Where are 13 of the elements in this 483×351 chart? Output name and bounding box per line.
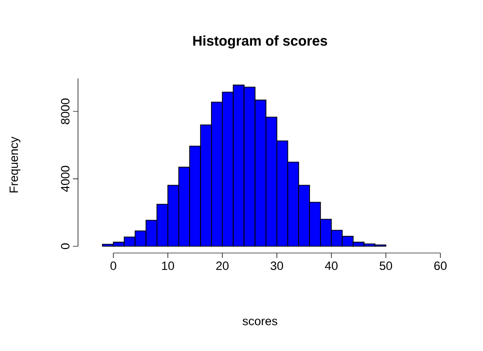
chart-title: Histogram of scores (193, 35, 328, 49)
y-tick-label: 4000 (60, 166, 70, 192)
x-tick-label: 60 (434, 262, 447, 270)
x-tick-label: 20 (216, 262, 229, 270)
y-axis-title: Frequency (10, 136, 20, 192)
x-tick-label: 10 (162, 262, 174, 270)
x-tick-label: 30 (270, 262, 284, 270)
x-axis-title: scores (242, 318, 278, 326)
x-tick-label: 40 (324, 262, 338, 270)
y-tick-label: 0 (60, 243, 70, 250)
x-tick-label: 0 (110, 262, 116, 270)
y-tick-label: 8000 (60, 98, 70, 124)
x-tick-label: 50 (380, 262, 392, 270)
